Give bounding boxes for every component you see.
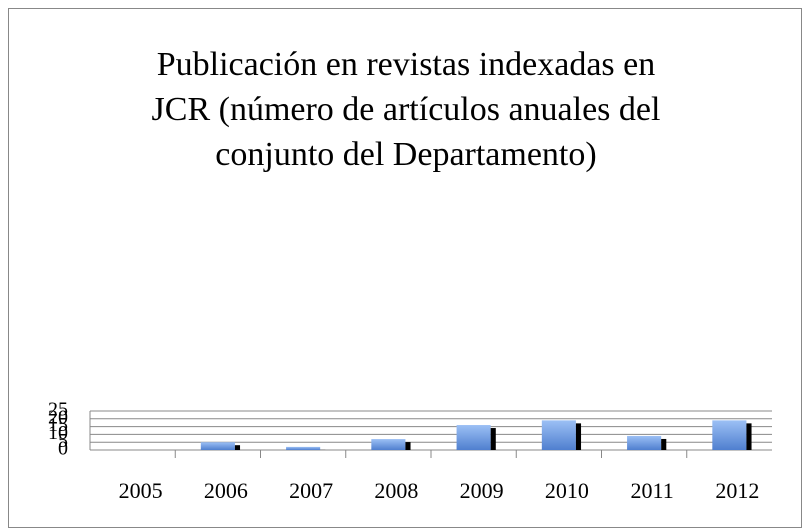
bar-side [746,423,751,450]
bar-side [491,428,496,450]
bar [542,420,576,450]
bar [627,436,661,450]
bar-side [235,445,240,450]
bar [201,442,235,450]
y-tick-label: 25 [48,399,68,421]
bar-side [405,442,410,450]
x-tick-label: 2011 [631,478,674,503]
x-tick-label: 2006 [204,478,248,503]
x-tick-label: 2008 [374,478,418,503]
bar [286,447,320,450]
x-tick-label: 2010 [545,478,589,503]
x-tick-label: 2012 [715,478,759,503]
bar [457,425,491,450]
page: Publicación en revistas indexadas en JCR… [0,0,812,512]
bar [712,420,746,450]
x-tick-label: 2007 [289,478,333,503]
x-tick-label: 2005 [119,478,163,503]
bar-side [661,439,666,450]
bar [371,439,405,450]
bar-side [576,423,581,450]
x-tick-label: 2009 [460,478,504,503]
